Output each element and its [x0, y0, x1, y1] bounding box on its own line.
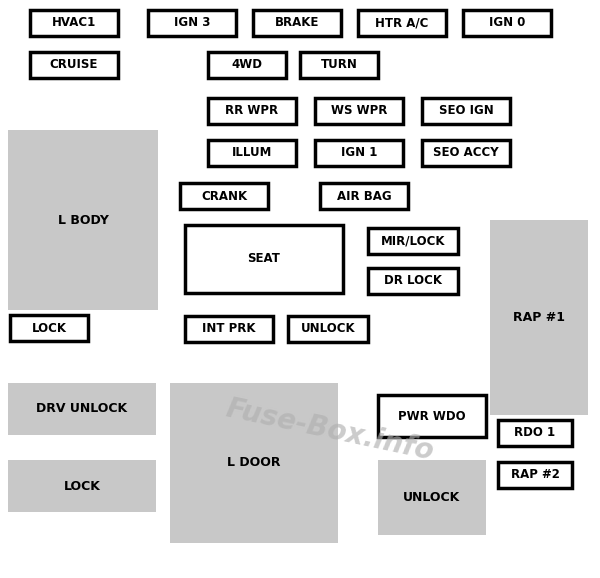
- Bar: [490, 220, 588, 415]
- Bar: [300, 52, 378, 78]
- Bar: [8, 383, 156, 435]
- Text: PWR WDO: PWR WDO: [398, 409, 466, 423]
- Bar: [358, 10, 446, 36]
- Text: HVAC1: HVAC1: [52, 17, 96, 29]
- Bar: [170, 383, 338, 543]
- Bar: [30, 52, 118, 78]
- Text: SEO ACCY: SEO ACCY: [433, 146, 499, 160]
- Bar: [378, 460, 486, 535]
- Text: CRUISE: CRUISE: [50, 58, 98, 72]
- Bar: [8, 460, 156, 512]
- Text: TURN: TURN: [320, 58, 358, 72]
- Text: ILLUM: ILLUM: [232, 146, 272, 160]
- Text: RDO 1: RDO 1: [514, 427, 556, 439]
- Bar: [320, 183, 408, 209]
- Text: SEO IGN: SEO IGN: [439, 105, 493, 117]
- Text: DRV UNLOCK: DRV UNLOCK: [37, 402, 128, 416]
- Text: IGN 0: IGN 0: [489, 17, 525, 29]
- Text: UNLOCK: UNLOCK: [301, 323, 355, 335]
- Text: 4WD: 4WD: [232, 58, 263, 72]
- Bar: [378, 395, 486, 437]
- Text: RAP #2: RAP #2: [511, 469, 559, 481]
- Bar: [288, 316, 368, 342]
- Text: IGN 3: IGN 3: [174, 17, 210, 29]
- Text: SEAT: SEAT: [248, 253, 280, 265]
- Text: CRANK: CRANK: [201, 190, 247, 202]
- Text: IGN 1: IGN 1: [341, 146, 377, 160]
- Bar: [422, 140, 510, 166]
- Text: DR LOCK: DR LOCK: [384, 275, 442, 287]
- Text: L BODY: L BODY: [58, 213, 109, 227]
- Bar: [498, 420, 572, 446]
- Text: RR WPR: RR WPR: [226, 105, 278, 117]
- Text: Fuse-Box.info: Fuse-Box.info: [223, 394, 437, 466]
- Text: INT PRK: INT PRK: [202, 323, 256, 335]
- Bar: [315, 140, 403, 166]
- Bar: [180, 183, 268, 209]
- Text: LOCK: LOCK: [64, 480, 100, 492]
- Bar: [463, 10, 551, 36]
- Text: UNLOCK: UNLOCK: [403, 491, 461, 504]
- Bar: [315, 98, 403, 124]
- Bar: [30, 10, 118, 36]
- Bar: [185, 225, 343, 293]
- Bar: [208, 98, 296, 124]
- Bar: [498, 462, 572, 488]
- Text: RAP #1: RAP #1: [513, 311, 565, 324]
- Text: WS WPR: WS WPR: [331, 105, 387, 117]
- Text: HTR A/C: HTR A/C: [376, 17, 428, 29]
- Bar: [148, 10, 236, 36]
- Bar: [208, 140, 296, 166]
- Bar: [208, 52, 286, 78]
- Text: MIR/LOCK: MIR/LOCK: [381, 235, 445, 247]
- Text: LOCK: LOCK: [32, 321, 67, 335]
- Text: L DOOR: L DOOR: [227, 457, 281, 469]
- Bar: [368, 228, 458, 254]
- Bar: [422, 98, 510, 124]
- Bar: [368, 268, 458, 294]
- Bar: [185, 316, 273, 342]
- Bar: [8, 130, 158, 310]
- Bar: [253, 10, 341, 36]
- Bar: [10, 315, 88, 341]
- Text: BRAKE: BRAKE: [275, 17, 319, 29]
- Text: AIR BAG: AIR BAG: [337, 190, 391, 202]
